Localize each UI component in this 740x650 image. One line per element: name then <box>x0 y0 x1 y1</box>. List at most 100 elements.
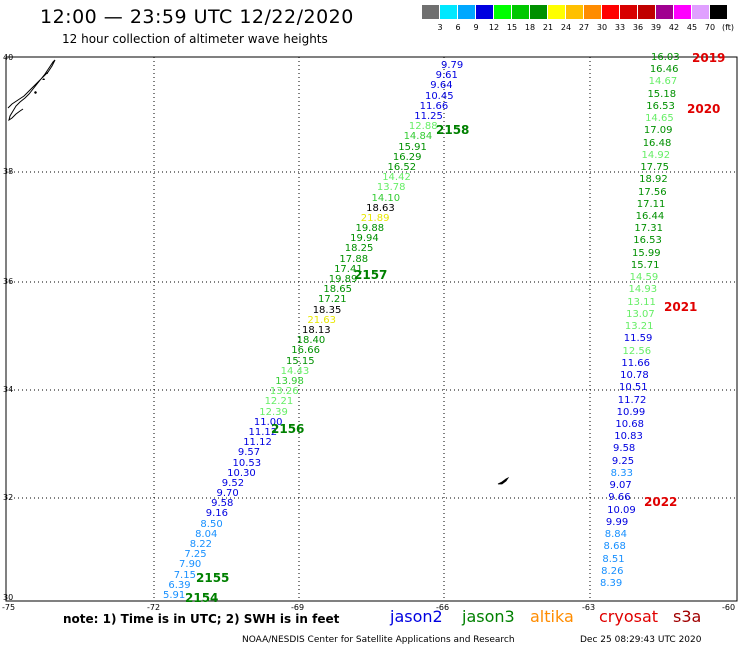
wave-height-obs: 11.72 <box>617 394 647 406</box>
wave-height-obs: 12.39 <box>259 406 288 418</box>
colorbar-swatch <box>584 5 602 19</box>
wave-height-obs: 7.15 <box>173 569 196 581</box>
colorbar-label: (ft) <box>721 23 735 32</box>
wave-height-obs: 7.25 <box>184 549 207 561</box>
pass-label-2157: 2157 <box>354 268 388 282</box>
wave-height-obs: 18.63 <box>366 202 395 214</box>
wave-height-obs: 10.68 <box>615 418 645 430</box>
bermuda-island <box>497 476 510 485</box>
colorbar-swatch <box>710 5 728 19</box>
footer-credit: NOAA/NESDIS Center for Satellite Applica… <box>242 635 515 645</box>
lat-label-32: 32 <box>3 493 14 502</box>
wave-height-obs: 10.09 <box>607 504 636 516</box>
wave-height-obs: 11.25 <box>414 110 443 122</box>
wave-height-obs: 9.07 <box>609 480 632 492</box>
wave-height-obs: 9.64 <box>430 80 453 92</box>
pass-label-2021: 2021 <box>664 300 698 314</box>
wave-height-obs: 12.21 <box>264 396 294 408</box>
colorbar-label: 21 <box>542 23 554 32</box>
wave-height-obs: 16.29 <box>392 151 422 163</box>
wave-height-obs: 8.33 <box>610 467 633 479</box>
wave-height-obs: 17.75 <box>640 162 669 174</box>
colorbar-label: 12 <box>488 23 500 32</box>
wave-height-obs: 16.66 <box>291 345 320 357</box>
colorbar-swatch <box>512 5 530 19</box>
colorbar-label: 30 <box>596 23 608 32</box>
wave-height-obs: 5.91 <box>163 590 186 601</box>
colorbar-swatch <box>674 5 692 19</box>
wave-height-obs: 21.63 <box>307 314 336 326</box>
wave-height-obs: 7.90 <box>179 559 202 571</box>
wave-height-obs: 16.53 <box>646 100 675 112</box>
colorbar-label: 3 <box>437 23 443 32</box>
lon-label--72: -72 <box>147 603 161 612</box>
wave-height-obs: 17.88 <box>339 253 369 265</box>
wave-height-obs: 9.52 <box>221 477 245 489</box>
wave-height-obs: 11.66 <box>419 100 449 112</box>
wave-height-obs: 11.59 <box>623 333 653 345</box>
pass-label-2155: 2155 <box>196 571 230 585</box>
colorbar-label: 70 <box>704 23 716 32</box>
colorbar-swatch <box>476 5 494 19</box>
wave-height-obs: 10.83 <box>614 431 643 443</box>
wave-height-obs: 9.58 <box>211 498 234 510</box>
wave-height-obs: 9.61 <box>435 70 458 82</box>
colorbar-swatch <box>458 5 476 19</box>
wave-height-obs: 10.51 <box>618 382 648 394</box>
legend-altika: altika <box>530 607 574 626</box>
wave-height-obs: 6.39 <box>168 579 191 591</box>
wave-height-obs: 9.66 <box>608 492 631 504</box>
colorbar-swatch <box>548 5 566 19</box>
wave-height-obs: 14.43 <box>280 365 310 377</box>
wave-height-obs: 13.21 <box>624 321 654 333</box>
gridlines <box>6 57 737 601</box>
lat-label-36: 36 <box>3 277 14 286</box>
colorbar-swatch <box>530 5 548 19</box>
wave-height-obs: 16.53 <box>633 235 662 247</box>
wave-height-obs: 16.44 <box>635 211 665 223</box>
lat-label-30: 30 <box>3 593 14 602</box>
wave-height-obs: 13.78 <box>376 182 406 194</box>
wave-height-obs: 10.45 <box>424 90 454 102</box>
legend-s3a: s3a <box>673 607 702 626</box>
wave-height-obs: 8.68 <box>603 541 626 553</box>
colorbar-label: 45 <box>686 23 698 32</box>
map-frame <box>5 56 738 602</box>
pass-label-2154: 2154 <box>185 591 219 605</box>
colorbar-swatch <box>494 5 512 19</box>
colorbar-swatch <box>602 5 620 19</box>
wave-height-obs: 9.16 <box>205 508 229 520</box>
wave-height-obs: 13.07 <box>626 308 655 320</box>
colorbar-label: 27 <box>578 23 590 32</box>
lon-label--69: -69 <box>291 603 305 612</box>
pass-label-2156: 2156 <box>271 422 305 436</box>
wave-height-obs: 10.53 <box>232 457 262 469</box>
wave-height-obs: 18.25 <box>344 243 374 255</box>
colorbar-label: 42 <box>668 23 680 32</box>
legend-cryosat: cryosat <box>599 607 659 626</box>
lon-label--60: -60 <box>722 603 736 612</box>
wave-height-obs: 12.88 <box>408 121 438 133</box>
map-title: 12:00 — 23:59 UTC 12/22/2020 <box>40 6 354 28</box>
wave-height-obs: 9.57 <box>237 447 261 459</box>
wave-height-obs: 11.66 <box>621 357 650 369</box>
lat-label-38: 38 <box>3 167 14 176</box>
wave-height-obs: 17.21 <box>318 294 347 306</box>
lon-label--63: -63 <box>582 603 596 612</box>
wave-height-obs: 21.89 <box>360 212 390 224</box>
wave-height-obs: 18.40 <box>296 335 326 347</box>
units-note: note: 1) Time is in UTC; 2) SWH is in fe… <box>63 612 340 626</box>
wave-height-obs: 9.79 <box>441 60 464 71</box>
wave-height-obs: 19.88 <box>355 223 385 235</box>
wave-height-obs: 8.22 <box>189 539 212 551</box>
wave-height-obs: 14.93 <box>628 284 658 296</box>
colorbar-label: 6 <box>455 23 461 32</box>
wave-height-obs: 18.65 <box>323 284 353 296</box>
wave-height-obs: 15.18 <box>647 88 677 100</box>
legend-jason3: jason3 <box>462 607 515 626</box>
colorbar-swatch <box>638 5 656 19</box>
wave-height-obs: 15.99 <box>632 247 661 259</box>
pass-label-2020: 2020 <box>687 102 721 116</box>
legend-jason2: jason2 <box>390 607 443 626</box>
